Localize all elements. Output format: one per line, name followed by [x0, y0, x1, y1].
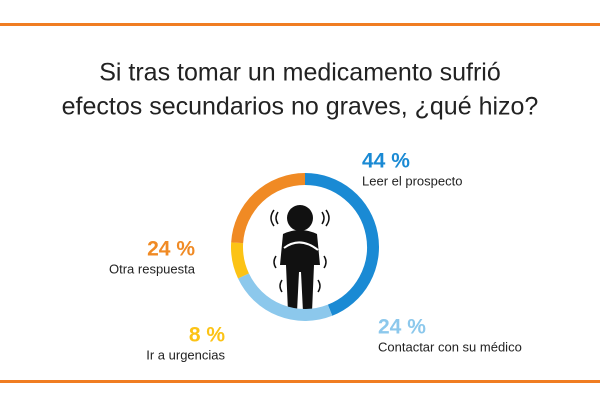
- value-label: 44 %: [362, 150, 410, 173]
- donut-segment: [231, 173, 306, 244]
- value-label: 24 %: [378, 316, 426, 339]
- donut-segment: [238, 273, 333, 321]
- category-label: Otra respuesta: [109, 261, 196, 276]
- donut-segment: [304, 173, 379, 316]
- value-label: 24 %: [147, 238, 195, 261]
- category-label: Contactar con su médico: [378, 339, 522, 354]
- top-rule: [0, 23, 600, 26]
- category-label: Ir a urgencias: [146, 347, 225, 362]
- figure-icon: [270, 205, 330, 312]
- title-line: Si tras tomar un medicamento sufrió: [99, 59, 501, 87]
- donut-segment: [231, 242, 250, 279]
- bottom-rule: [0, 380, 600, 383]
- category-label: Leer el prospecto: [362, 173, 462, 188]
- value-label: 8 %: [189, 324, 226, 347]
- title-line: efectos secundarios no graves, ¿qué hizo…: [62, 93, 539, 121]
